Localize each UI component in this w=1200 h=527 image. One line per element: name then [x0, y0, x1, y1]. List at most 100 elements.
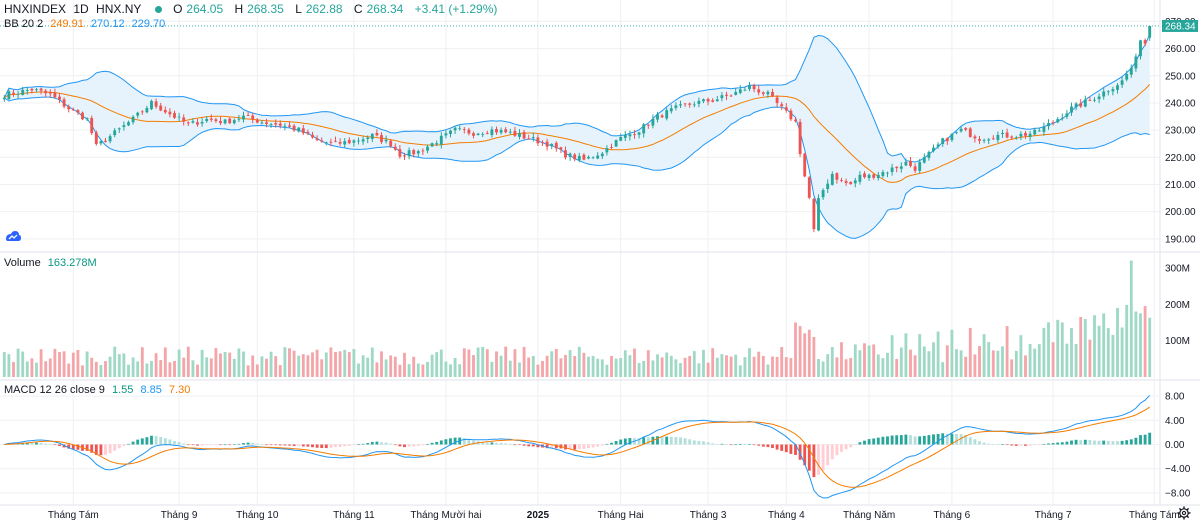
candle-body — [582, 154, 586, 160]
macd-histogram-bar — [191, 444, 195, 446]
candle-body — [577, 155, 581, 161]
candle-body — [564, 150, 567, 158]
volume-bar — [927, 351, 931, 377]
volume-bar — [996, 350, 1000, 377]
volume-bar — [973, 354, 977, 377]
macd-histogram-bar — [439, 440, 443, 445]
bb-name[interactable]: BB 20 2 — [4, 18, 44, 30]
volume-bar — [936, 331, 940, 377]
volume-bar — [531, 356, 535, 377]
candle-body — [1116, 85, 1119, 90]
candle-body — [81, 112, 84, 120]
macd-histogram-bar — [734, 444, 738, 446]
volume-bar — [771, 356, 774, 377]
volume-bar — [370, 347, 374, 377]
time-axis-tick: Tháng 10 — [236, 510, 279, 521]
candle-body — [283, 125, 287, 127]
macd-histogram-bar — [329, 444, 333, 448]
interval-label[interactable]: 1D — [73, 2, 89, 16]
candle-body — [991, 138, 995, 140]
candle-body — [858, 174, 862, 182]
candle-body — [812, 198, 816, 230]
candle-body — [669, 108, 673, 112]
volume-bar — [688, 355, 692, 377]
symbol-name[interactable]: HNXINDEX — [4, 2, 67, 16]
volume-bar — [1060, 322, 1064, 377]
macd-histogram-bar — [288, 444, 291, 446]
macd-histogram-bar — [835, 444, 839, 456]
volume-bar — [518, 362, 521, 377]
volume-bar — [1014, 350, 1018, 377]
macd-histogram-bar — [1148, 432, 1152, 445]
volume-bar — [329, 347, 333, 377]
volume-bar — [803, 333, 807, 377]
candle-body — [232, 120, 236, 124]
candle-body — [679, 104, 682, 106]
macd-histogram-bar — [1116, 441, 1119, 445]
candle-body — [140, 111, 144, 113]
macd-histogram-bar — [154, 435, 158, 445]
macd-histogram-bar — [596, 444, 600, 447]
macd-histogram-bar — [1001, 444, 1004, 445]
macd-histogram-bar — [743, 444, 747, 445]
candle-body — [941, 138, 945, 144]
symbol-legend[interactable]: HNXINDEX 1D HNX.NY O 264.05 H 268.35 L 262.… — [4, 2, 501, 16]
candle-body — [412, 150, 416, 155]
volume-bar — [656, 354, 659, 377]
macd-histogram-bar — [508, 443, 512, 445]
candle-body — [628, 134, 632, 137]
macd-histogram-bar — [145, 437, 149, 445]
macd-histogram-bar — [48, 444, 52, 445]
candle-body — [85, 118, 89, 120]
candle-body — [1093, 99, 1096, 101]
macd-line — [4, 394, 1151, 499]
time-axis-tick: Tháng Năm — [843, 510, 895, 521]
macd-histogram-bar — [826, 444, 830, 466]
volume-bar — [21, 351, 25, 377]
candle-body — [25, 90, 29, 91]
candle-body — [752, 84, 756, 90]
macd-legend[interactable]: MACD 12 26 close 9 1.55 8.85 7.30 — [4, 384, 194, 396]
macd-histogram-bar — [99, 444, 103, 456]
volume-bar — [1033, 348, 1037, 377]
macd-histogram-bar — [1088, 440, 1092, 445]
macd-histogram-bar — [554, 444, 558, 449]
bb-legend[interactable]: BB 20 2 249.91 270.12 229.70 — [4, 18, 169, 30]
volume-bar — [876, 354, 880, 377]
bb-lower-line — [4, 96, 1150, 239]
volume-name[interactable]: Volume — [4, 257, 41, 269]
time-axis-tick: Tháng 4 — [768, 510, 805, 521]
volume-bar — [991, 350, 995, 377]
macd-axis-tick: −8.00 — [1165, 488, 1191, 499]
price-axis-tick: 230.00 — [1165, 126, 1196, 137]
volume-bar — [849, 358, 853, 377]
candle-body — [936, 144, 940, 147]
macd-histogram-bar — [849, 444, 853, 448]
macd-line-value: 8.85 — [140, 384, 162, 396]
macd-histogram-bar — [444, 439, 448, 445]
volume-bar — [789, 358, 793, 377]
macd-histogram-bar — [485, 442, 489, 445]
macd-histogram-bar — [177, 442, 181, 445]
volume-bar — [1037, 344, 1041, 377]
candle-body — [94, 132, 98, 144]
candle-body — [973, 136, 977, 139]
macd-name[interactable]: MACD 12 26 close 9 — [4, 384, 105, 396]
macd-histogram-bar — [513, 444, 517, 446]
volume-bar — [748, 348, 751, 377]
candle-body — [366, 137, 370, 139]
candle-body — [1056, 119, 1060, 123]
macd-histogram-bar — [527, 444, 531, 447]
candle-body — [1042, 126, 1046, 132]
macd-histogram-bar — [370, 442, 374, 445]
candle-body — [1134, 56, 1138, 69]
volume-legend[interactable]: Volume 163.278M — [4, 257, 101, 269]
volume-bar — [775, 356, 779, 377]
macd-histogram-bar — [1143, 434, 1147, 445]
volume-bar — [191, 360, 195, 377]
gear-icon[interactable] — [1177, 506, 1191, 520]
change-value: +3.41 (+1.29%) — [414, 2, 498, 16]
tradingview-logo-icon[interactable] — [4, 228, 22, 244]
